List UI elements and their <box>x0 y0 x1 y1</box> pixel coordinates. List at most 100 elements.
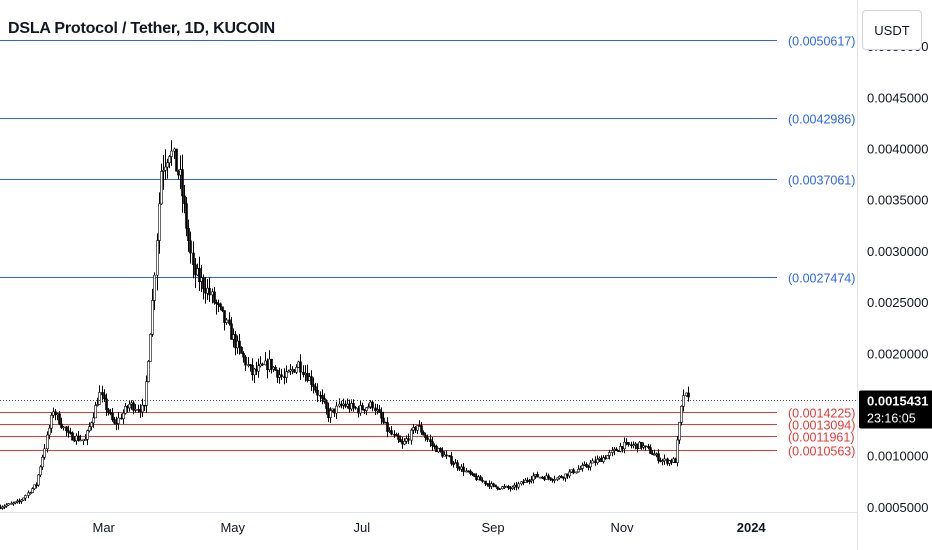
candle-body <box>270 358 273 370</box>
candle-body <box>251 365 254 376</box>
candle-body <box>623 441 626 450</box>
candle-body <box>678 421 681 441</box>
candle-body <box>661 460 664 463</box>
candle-body <box>236 340 239 349</box>
candle-body <box>67 430 70 433</box>
candle-body <box>160 171 163 205</box>
candle-body <box>517 483 520 488</box>
candle-body <box>441 450 444 457</box>
candle-body <box>234 334 237 349</box>
candle-body <box>596 459 599 464</box>
candle-body <box>79 439 82 442</box>
y-tick-label: 0.0010000 <box>867 449 928 464</box>
candle-body <box>189 240 192 254</box>
candle-body <box>439 448 442 452</box>
labels-layer: 0.0015431 23:16:05 <box>0 390 932 429</box>
candle-body <box>10 503 13 505</box>
candle-body <box>31 488 34 493</box>
candle-body <box>403 440 406 445</box>
candle-body <box>632 444 635 447</box>
candle-body <box>147 361 150 382</box>
candle-body <box>39 466 42 476</box>
candle-body <box>469 470 472 474</box>
support-label: (0.0010563) <box>788 445 855 459</box>
candle-body <box>134 409 137 411</box>
candle-body <box>492 483 495 486</box>
candle-body <box>676 439 679 464</box>
candle-body <box>585 464 588 467</box>
candle-body <box>98 392 101 405</box>
y-tick-label: 0.0045000 <box>867 90 928 105</box>
candle-body <box>422 431 425 436</box>
candle-body <box>445 454 448 457</box>
candle-body <box>105 398 108 410</box>
candle-body <box>329 410 332 418</box>
y-tick-label: 0.0030000 <box>867 244 928 259</box>
candle-body <box>591 460 594 464</box>
candle-body <box>532 475 535 481</box>
x-tick-label: Jul <box>354 520 371 535</box>
candle-body <box>170 150 173 157</box>
candle-body <box>73 439 76 442</box>
candle-body <box>647 445 650 448</box>
candle-body <box>43 448 46 458</box>
candle-body <box>202 277 205 290</box>
candle-body <box>141 404 144 413</box>
candle-body <box>211 291 214 296</box>
candle-body <box>168 156 171 164</box>
candle-body <box>285 371 288 378</box>
candle-body <box>115 422 118 425</box>
candle-body <box>60 423 63 428</box>
candle-body <box>240 346 243 354</box>
candle-body <box>194 264 197 276</box>
candle-body <box>276 370 279 378</box>
support-label: (0.0011961) <box>788 431 855 445</box>
candle-body <box>606 455 609 460</box>
candle-body <box>410 429 413 441</box>
candle-body <box>149 334 152 362</box>
support-label: (0.0013094) <box>788 419 855 433</box>
candle-body <box>568 471 571 477</box>
candle-body <box>352 403 355 408</box>
resistance-label: (0.0050617) <box>788 35 855 49</box>
candle-body <box>354 406 357 409</box>
candle-body <box>238 340 241 348</box>
candle-body <box>230 323 233 340</box>
candle-body <box>257 365 260 372</box>
candle-body <box>680 405 683 423</box>
candle-body <box>37 474 40 486</box>
candle-body <box>86 430 89 440</box>
candle-body <box>24 495 27 499</box>
chart-title: DSLA Protocol / Tether, 1D, KUCOIN <box>8 20 276 37</box>
currency-button[interactable]: USDT <box>862 10 922 50</box>
candle-body <box>185 203 188 229</box>
y-tick-label: 0.0035000 <box>867 193 928 208</box>
candle-body <box>27 492 30 496</box>
candle-body <box>192 252 195 266</box>
candle-body <box>77 435 80 441</box>
candle-body <box>579 468 582 470</box>
candle-body <box>615 448 618 451</box>
candle-body <box>611 450 614 453</box>
candle-body <box>448 455 451 457</box>
candle-body <box>397 435 400 440</box>
candle-body <box>7 503 10 506</box>
candle-body <box>196 268 199 276</box>
candle-body <box>663 458 666 462</box>
candle-body <box>151 300 154 335</box>
candle-body <box>90 422 93 427</box>
candle-body <box>242 353 245 358</box>
resistance-label: (0.0042986) <box>788 113 855 127</box>
candle-body <box>113 419 116 424</box>
candle-body <box>46 434 49 450</box>
candle-body <box>183 195 186 204</box>
candle-body <box>137 409 140 411</box>
candle-body <box>494 484 497 488</box>
candle-body <box>390 430 393 435</box>
candle-body <box>22 497 25 501</box>
candle-body <box>5 504 8 507</box>
candle-body <box>181 169 184 197</box>
candle-body <box>589 462 592 468</box>
